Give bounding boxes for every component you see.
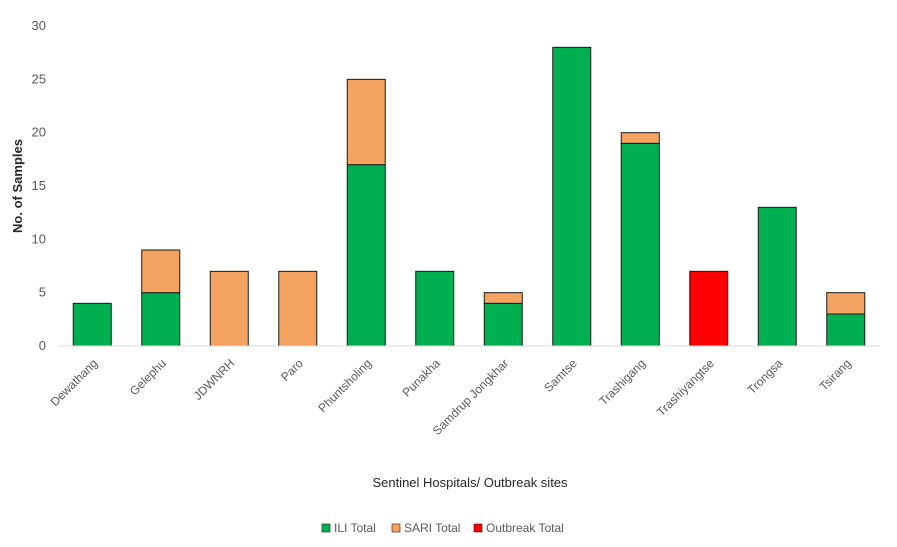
x-axis-category-labels: Dewathang Gelephu JDWNRH Paro Phuntsholing Pu… [48, 356, 854, 438]
bar-segment-sari-total [278, 270, 318, 347]
y-tick-label: 0 [39, 338, 46, 353]
bar-segment-sari-total [346, 78, 386, 166]
x-category-label: Dewathang [48, 356, 101, 409]
legend-swatch [321, 523, 331, 533]
bar-segment-ili-total [552, 46, 592, 347]
y-tick-label: 20 [32, 125, 46, 140]
x-category-label: Samtse [541, 356, 580, 395]
bar-segment-ili-total [141, 292, 181, 347]
legend: ILI Total SARI Total Outbreak Total [321, 521, 564, 535]
legend-label: Outbreak Total [486, 521, 564, 535]
bar-segment-sari-total [826, 292, 866, 315]
bar-segment-ili-total [620, 142, 660, 347]
x-category-label: Samdrup Jongkhar [430, 356, 512, 438]
bar-segment-sari-total [141, 249, 181, 294]
x-category-label: Phuntsholing [315, 356, 374, 415]
x-category-label: Paro [278, 356, 306, 384]
y-axis-title: No. of Samples [10, 139, 25, 233]
x-category-label: Punakha [399, 356, 443, 400]
bar-segment-ili-total [826, 313, 866, 347]
bar-segment-ili-total [483, 302, 523, 347]
y-tick-label: 5 [39, 285, 46, 300]
bar-segment-ili-total [72, 302, 112, 347]
y-tick-label: 15 [32, 178, 46, 193]
legend-swatch [473, 523, 483, 533]
y-tick-label: 10 [32, 231, 46, 246]
bar-segment-ili-total [346, 164, 386, 347]
bar-segment-ili-total [415, 270, 455, 347]
legend-label: SARI Total [404, 521, 460, 535]
y-axis-ticks: 0 5 10 15 20 25 30 [32, 18, 46, 353]
bar-segment-sari-total [483, 292, 523, 304]
bar-segment-sari-total [620, 132, 660, 144]
x-category-label: Gelephu [127, 356, 169, 398]
x-category-label: Trongsa [745, 356, 786, 397]
legend-swatch [391, 523, 401, 533]
y-tick-label: 25 [32, 71, 46, 86]
x-axis-title: Sentinel Hospitals/ Outbreak sites [372, 475, 568, 490]
legend-label: ILI Total [334, 521, 376, 535]
bar-segment-ili-total [757, 206, 797, 347]
y-tick-label: 30 [32, 18, 46, 33]
bar-segment-sari-total [209, 270, 249, 347]
bars [72, 46, 866, 347]
x-category-label: Trashiyangtse [654, 356, 717, 419]
bar-segment-outbreak-total [689, 270, 729, 347]
x-category-label: JDWNRH [191, 356, 238, 403]
x-category-label: Trashigang [596, 356, 648, 408]
x-category-label: Tsirang [817, 356, 854, 393]
